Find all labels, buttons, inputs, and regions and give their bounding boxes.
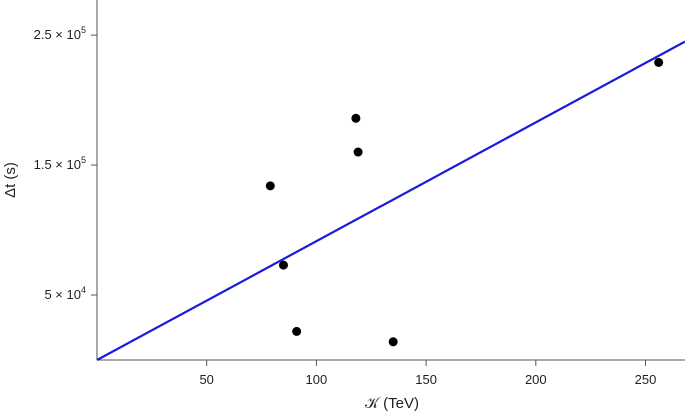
fit-line: [96, 40, 685, 361]
y-axis-ticks: 5 × 104 1.5 × 105 2.5 × 105: [34, 25, 97, 302]
data-point: [265, 181, 275, 191]
y-axis-title: Δt (s): [2, 162, 19, 198]
x-tick-label: 150: [415, 372, 437, 387]
data-point: [278, 260, 288, 270]
y-tick-label: 5 × 104: [44, 285, 86, 302]
data-point: [351, 113, 361, 123]
x-tick-label: 100: [306, 372, 328, 387]
data-point: [292, 326, 302, 336]
x-axis-ticks: 50 100 150 200 250: [199, 360, 656, 387]
x-tick-label: 250: [635, 372, 657, 387]
x-axis-title: 𝒦 (TeV): [365, 395, 419, 412]
data-point: [353, 147, 363, 157]
y-tick-label: 1.5 × 105: [34, 155, 86, 172]
x-tick-label: 200: [525, 372, 547, 387]
x-tick-label: 50: [199, 372, 213, 387]
data-points: [265, 57, 664, 347]
data-point: [654, 57, 664, 67]
plot-area: 50 100 150 200 250 5 × 104 1.5 × 105 2.5 × 105: [34, 0, 685, 387]
data-point: [388, 337, 398, 347]
y-tick-label: 2.5 × 105: [34, 25, 86, 42]
